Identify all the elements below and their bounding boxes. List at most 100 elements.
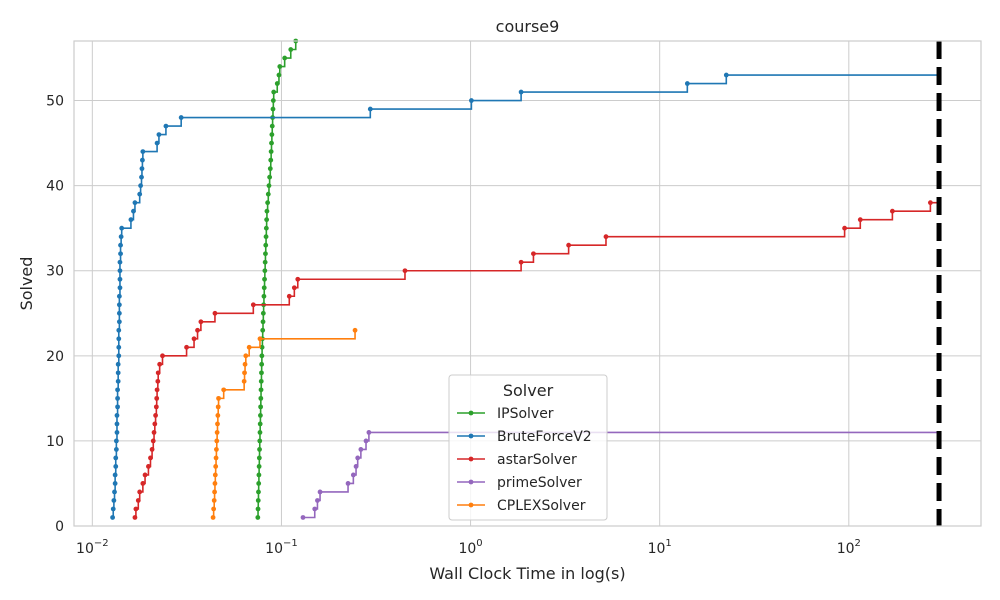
data-point [259, 361, 265, 367]
data-point [213, 464, 219, 469]
data-point [367, 106, 373, 112]
data-point [246, 344, 252, 350]
series-CPLEXSolver [210, 327, 358, 520]
data-point [212, 489, 217, 495]
x-tick-exponent: −1 [283, 538, 298, 549]
data-point [268, 157, 274, 163]
data-point [163, 123, 169, 129]
data-point [312, 506, 318, 512]
data-point [258, 395, 264, 401]
x-tick-label: 101 [648, 538, 672, 557]
y-tick-label: 30 [46, 264, 64, 280]
data-point [153, 412, 158, 418]
data-point [353, 464, 359, 469]
chart-title: course9 [496, 17, 560, 36]
data-point [151, 430, 157, 435]
data-point [113, 455, 119, 461]
data-point [113, 438, 119, 444]
data-point [242, 370, 247, 376]
data-point [256, 481, 262, 486]
data-point [155, 370, 161, 376]
legend-swatch-marker [468, 479, 474, 485]
legend-label: CPLEXSolver [497, 498, 586, 514]
data-point [128, 217, 134, 223]
data-point [255, 498, 261, 503]
y-tick-label: 50 [46, 94, 64, 110]
data-point [213, 455, 219, 461]
data-point [210, 515, 216, 520]
x-tick-base: 10 [648, 541, 666, 557]
data-point [212, 472, 218, 478]
data-point [927, 200, 933, 206]
data-point [135, 498, 141, 503]
data-point [276, 72, 282, 78]
data-point [259, 353, 265, 359]
plot-frame [73, 40, 982, 527]
data-point [857, 217, 863, 223]
data-point [116, 310, 122, 316]
data-point [261, 285, 267, 291]
data-point [139, 174, 144, 180]
data-point [140, 149, 146, 155]
data-point [269, 123, 275, 129]
data-point [214, 447, 219, 452]
data-point [243, 353, 249, 359]
data-point [116, 293, 122, 299]
data-point [157, 361, 163, 367]
legend-item: IPSolver [457, 406, 554, 422]
data-point [264, 217, 270, 223]
data-point [263, 234, 269, 240]
data-point [258, 378, 264, 384]
data-point [211, 506, 217, 512]
data-point [842, 225, 847, 231]
data-point [257, 421, 263, 427]
data-point [118, 234, 124, 240]
data-point [114, 412, 120, 418]
data-point [355, 455, 361, 461]
data-point [215, 421, 220, 427]
data-point [257, 438, 263, 444]
data-point [195, 327, 200, 333]
data-point [723, 72, 729, 78]
data-point [263, 251, 268, 257]
y-axis-label: Solved [17, 257, 36, 311]
data-point [258, 404, 264, 410]
data-point [112, 489, 117, 495]
data-point [148, 455, 153, 461]
data-point [315, 498, 320, 503]
data-point [221, 387, 227, 393]
data-point [214, 430, 220, 435]
data-point [260, 327, 266, 333]
data-point [531, 251, 536, 257]
data-point [358, 447, 364, 452]
legend-label: astarSolver [497, 452, 577, 468]
series-BruteForceV2 [110, 72, 940, 520]
data-point [352, 327, 358, 333]
legend-item: CPLEXSolver [457, 498, 586, 514]
x-tick-label: 10−2 [76, 538, 109, 557]
legend-swatch-marker [468, 502, 474, 508]
data-point [257, 447, 262, 452]
data-point [274, 81, 280, 86]
data-point [260, 310, 266, 316]
legend-item: primeSolver [457, 475, 582, 491]
data-point [133, 506, 139, 512]
data-point [138, 183, 144, 189]
x-tick-base: 10 [837, 541, 855, 557]
legend-label: IPSolver [497, 406, 554, 422]
data-point [137, 489, 143, 495]
data-point [366, 430, 372, 435]
legend-swatch-marker [468, 433, 474, 439]
data-point [115, 370, 121, 376]
data-point [264, 208, 270, 214]
data-point [116, 344, 122, 350]
data-point [256, 455, 262, 461]
data-point [889, 208, 895, 214]
data-point [110, 515, 115, 520]
data-point [215, 404, 221, 410]
data-point [116, 336, 122, 342]
data-point [468, 98, 474, 103]
data-point [259, 344, 265, 350]
